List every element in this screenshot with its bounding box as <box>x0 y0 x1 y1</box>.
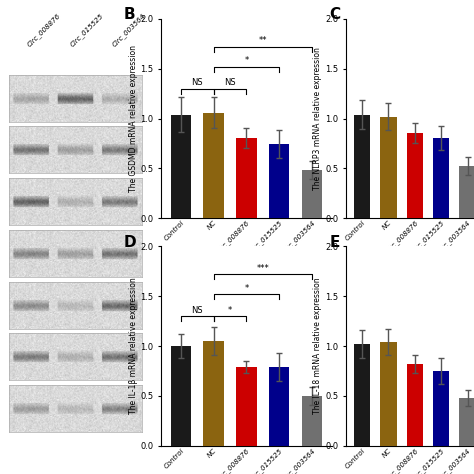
Text: *: * <box>245 284 248 293</box>
Text: **: ** <box>259 36 267 46</box>
Text: NS: NS <box>191 306 203 315</box>
Y-axis label: The NLRP3 mRNA relative expression: The NLRP3 mRNA relative expression <box>313 47 322 190</box>
Text: NS: NS <box>224 78 236 87</box>
Text: B: B <box>124 7 135 22</box>
Bar <box>354 115 370 218</box>
Text: Circ_015525: Circ_015525 <box>69 12 105 48</box>
Text: C: C <box>329 7 341 22</box>
Text: E: E <box>329 235 340 249</box>
Text: D: D <box>124 235 136 249</box>
Bar <box>302 170 322 218</box>
Text: NS: NS <box>191 78 203 87</box>
Bar <box>203 341 224 446</box>
Bar <box>407 134 423 218</box>
Bar <box>433 138 449 218</box>
Bar <box>269 367 290 446</box>
Bar <box>302 396 322 446</box>
Bar <box>433 371 449 446</box>
Bar <box>459 166 474 218</box>
Bar <box>380 117 397 218</box>
Text: Circ_003564: Circ_003564 <box>111 12 147 48</box>
Y-axis label: The GSDMD mRNA relative expression: The GSDMD mRNA relative expression <box>128 45 137 192</box>
Text: *: * <box>228 306 232 315</box>
Bar <box>171 115 191 218</box>
Bar <box>407 364 423 446</box>
Bar <box>237 367 256 446</box>
Text: *: * <box>245 56 248 65</box>
Text: Circ_008876: Circ_008876 <box>26 12 62 48</box>
Bar <box>354 344 370 446</box>
Bar <box>380 342 397 446</box>
Bar <box>171 346 191 446</box>
Bar <box>459 398 474 446</box>
Bar <box>237 138 256 218</box>
Y-axis label: The IL-1β mRNA relative expression: The IL-1β mRNA relative expression <box>128 278 137 414</box>
Bar <box>269 145 290 218</box>
Bar <box>203 112 224 218</box>
Y-axis label: The IL-18 mRNA relative expression: The IL-18 mRNA relative expression <box>313 278 322 414</box>
Text: ***: *** <box>256 264 269 273</box>
